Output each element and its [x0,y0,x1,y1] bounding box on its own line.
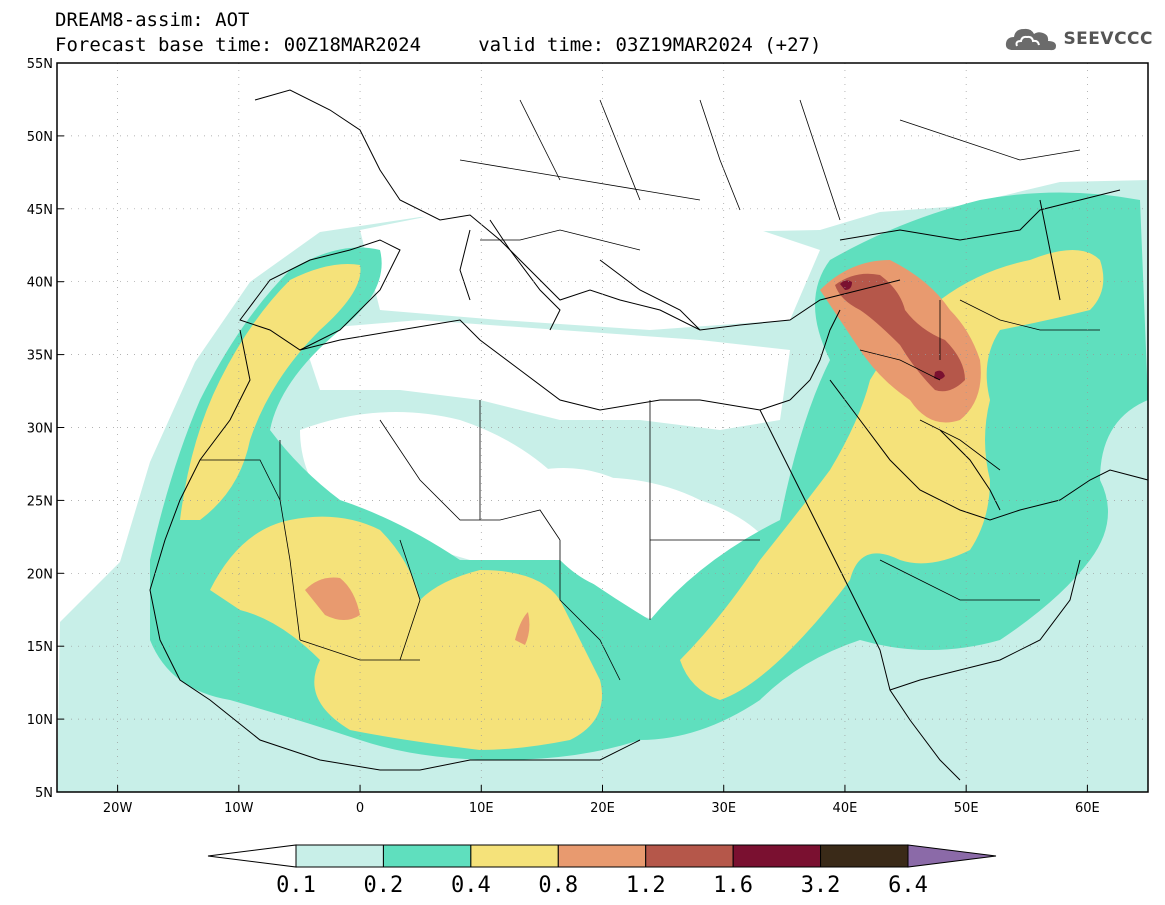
clear-area-libya [537,468,665,592]
aot-region-1.2 [835,273,965,392]
aot-contours [57,63,1148,792]
colorbar-label: 0.1 [276,873,316,898]
aot-region-1.6b [934,370,945,380]
lon-tick-label: 10W [224,801,254,816]
longitude-axis: 20W 10W 0 10E 20E 30E 40E 50E 60E [103,785,1100,816]
lon-tick-label: 60E [1075,801,1100,816]
forecast-times: Forecast base time: 00Z18MAR2024 valid t… [55,34,822,56]
aot-region-0.4-sahel [210,516,602,750]
lon-tick-label: 30E [711,801,736,816]
colorbar-swatch [645,844,734,868]
aot-region-0.4-east [680,250,1104,700]
lon-tick-label: 0 [356,801,364,816]
map-title: DREAM8-assim: AOT [55,9,250,31]
lon-tick-label: 10E [469,801,494,816]
coastlines [149,89,1148,781]
colorbar-swatch [732,844,822,868]
clear-area-med [300,320,790,430]
latitude-axis: 55N 50N 45N 40N 35N 30N 25N 20N 15N 10N 5N [27,57,64,801]
colorbar-swatch [470,844,559,868]
lat-tick-label: 35N [27,349,53,364]
borders [200,99,1100,681]
lon-tick-label: 20E [590,801,615,816]
colorbar-swatch [295,844,384,868]
lon-tick-label: 20W [103,801,133,816]
colorbar-label: 0.4 [451,873,491,898]
colorbar-swatch [820,844,909,868]
lon-tick-label: 40E [833,801,858,816]
colorbar-label: 1.2 [626,873,666,898]
colorbar-swatch [382,844,472,868]
colorbar [207,844,997,868]
colorbar-label: 0.2 [364,873,404,898]
lat-tick-label: 55N [27,57,53,72]
lat-tick-label: 30N [27,422,53,437]
lon-tick-label: 50E [954,801,979,816]
lat-tick-label: 45N [27,203,53,218]
colorbar-label: 1.6 [713,873,753,898]
colorbar-min-arrow [207,844,297,868]
cloud-icon [1006,28,1057,51]
lat-tick-label: 5N [35,786,53,801]
aot-region-0.8-mali [305,577,360,620]
aot-region-0.8-chad [515,612,530,645]
colorbar-labels: 0.1 0.2 0.4 0.8 1.2 1.6 3.2 6.4 [276,873,928,898]
colorbar-label: 3.2 [801,873,841,898]
lat-tick-label: 25N [27,494,53,509]
lat-tick-label: 15N [27,640,53,655]
aot-region-1.6 [840,280,852,290]
logo-text: SEEVCCC [1063,29,1153,49]
logo: SEEVCCC [1005,24,1153,54]
clear-area-europe [360,210,820,330]
colorbar-label: 0.8 [538,873,578,898]
aot-region-0.4-west [180,264,361,520]
colorbar-swatch [557,844,647,868]
clear-area-north [57,63,1148,622]
graticule [57,62,1148,793]
lat-tick-label: 40N [27,276,53,291]
lat-tick-label: 20N [27,567,53,582]
lat-tick-label: 50N [27,130,53,145]
lat-tick-label: 10N [27,713,53,728]
colorbar-max-arrow [907,844,997,868]
colorbar-label: 6.4 [888,873,928,898]
